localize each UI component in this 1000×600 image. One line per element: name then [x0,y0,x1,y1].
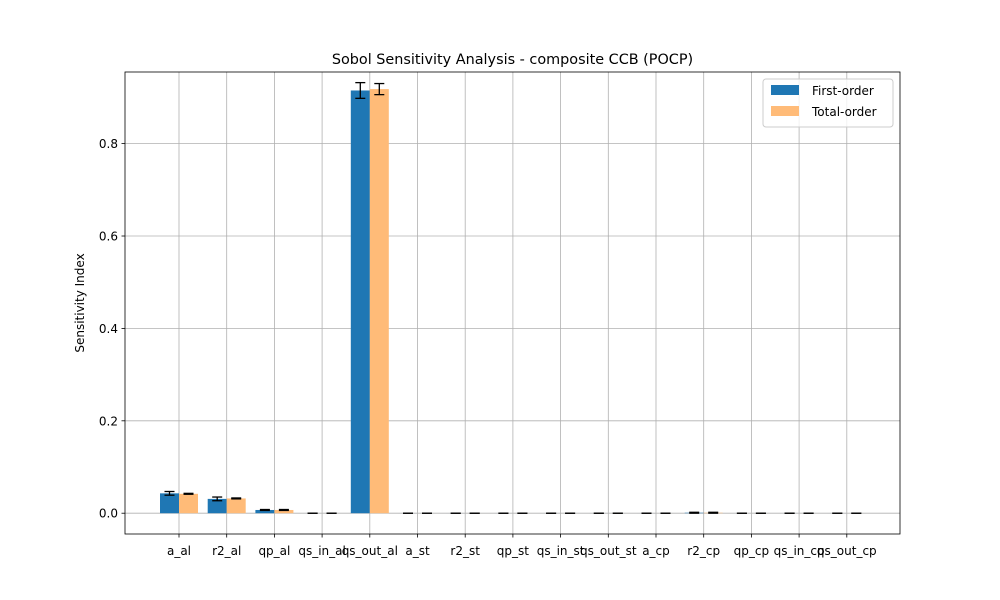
bars-group [160,89,866,514]
x-tick-label: qs_in_cp [774,544,825,558]
bar-first-order [350,90,370,514]
x-tick-label: a_cp [642,544,670,558]
y-tick-label: 0.0 [99,507,118,521]
legend-swatch-first-order [771,85,799,95]
legend-label-total-order: Total-order [811,105,877,119]
x-tick-label: r2_al [212,544,241,558]
y-tick-label: 0.6 [99,230,118,244]
x-tick-label: qs_in_al [298,544,346,558]
x-tick-label: qp_al [258,544,290,558]
legend-swatch-total-order [771,106,799,116]
x-tick-label: r2_cp [687,544,720,558]
chart-title: Sobol Sensitivity Analysis - composite C… [332,52,693,68]
x-tick-label: qs_out_cp [817,544,877,558]
bar-first-order [255,509,275,514]
bar-total-order [369,89,389,514]
x-tick-label: qs_out_st [580,544,637,558]
x-tick-label: a_st [405,544,430,558]
y-tick-label: 0.4 [99,322,118,336]
x-tick-label: qs_out_al [342,544,398,558]
bar-first-order [207,498,227,514]
x-tick-label: r2_st [450,544,480,558]
error-bars-group [164,81,862,514]
y-tick-label: 0.8 [99,137,118,151]
y-axis-label: Sensitivity Index [73,253,87,352]
legend-label-first-order: First-order [812,84,874,98]
y-axis: 0.0 0.2 0.4 0.6 0.8 [99,137,125,521]
x-tick-label: qp_cp [734,544,769,558]
x-tick-label: qs_in_st [537,544,585,558]
grid-lines [125,72,900,534]
x-tick-label: a_al [167,544,191,558]
x-tick-label: qp_st [497,544,529,558]
bar-total-order [226,498,246,514]
bar-first-order [160,493,179,514]
bar-total-order [179,493,198,514]
y-tick-label: 0.2 [99,414,118,428]
legend: First-order Total-order [762,78,894,128]
bar-total-order [274,509,294,514]
